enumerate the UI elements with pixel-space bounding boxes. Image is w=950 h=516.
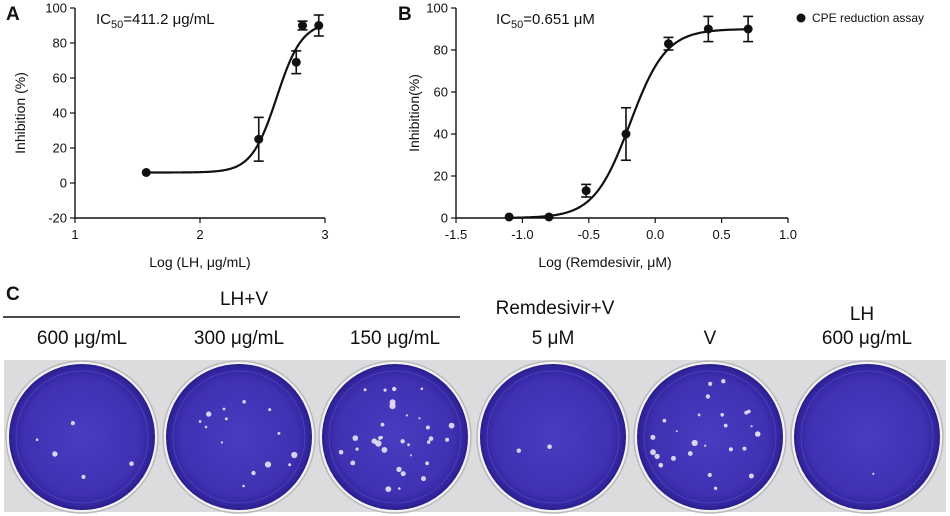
- panel-letter-b: B: [398, 4, 412, 25]
- chart-b-ylabel: Inhibition(%): [406, 74, 422, 152]
- plate-photo: [4, 360, 946, 514]
- chart-b-y-tick-label: 40: [434, 127, 448, 142]
- chart-b-ic50-label: IC50=0.651 μM: [496, 11, 595, 31]
- legend-label: CPE reduction assay: [812, 11, 924, 25]
- group-label-lh-v: LH+V: [220, 289, 268, 310]
- plate-labels: LH+V Remdesivir+V LH 600 μg/mL 300 μg/mL…: [3, 289, 912, 349]
- chart-a-x-tick-label: 3: [321, 227, 328, 242]
- chart-a-ic50-label: IC50=411.2 μg/mL: [96, 11, 215, 31]
- chart-a-y-tick-label: 40: [53, 106, 67, 121]
- chart-b-data-point: [504, 212, 514, 222]
- chart-a-y-tick-label: 80: [53, 36, 67, 51]
- chart-b-xlabel: Log (Remdesivir, μM): [538, 254, 671, 270]
- chart-a-y-tick-label: 0: [60, 176, 67, 191]
- plate-background: [4, 360, 946, 512]
- chart-b: 0 20 40 60 80 100 -1.5 -1.0 -0.5 0.0 0.5 1.0 IC50=0…: [406, 1, 924, 271]
- plate-well: [162, 360, 316, 514]
- chart-a-ylabel: Inhibition (%): [12, 72, 28, 154]
- plate-wells: [5, 360, 944, 514]
- chart-a-y-tick-label: 60: [53, 71, 67, 86]
- chart-b-x-tick-label: 0.5: [713, 227, 731, 242]
- well-label-1: 600 μg/mL: [37, 328, 127, 349]
- chart-a-fit-curve: [143, 25, 322, 174]
- chart-a-xlabel: Log (LH, μg/mL): [149, 254, 250, 270]
- chart-b-y-tick-label: 60: [434, 85, 448, 100]
- plate-well: [476, 360, 630, 514]
- chart-b-y-tick-label: 80: [434, 43, 448, 58]
- panel-letter-a: A: [6, 4, 20, 25]
- chart-a-data-point: [314, 21, 324, 30]
- chart-b-y-tick-label: 0: [441, 211, 448, 226]
- plate-well: [633, 360, 787, 514]
- group-label-lh: LH: [850, 304, 874, 325]
- chart-b-data-point: [743, 24, 753, 34]
- chart-a-y-tick-label: 100: [45, 1, 67, 16]
- well-label-5: V: [704, 328, 717, 349]
- well-label-3: 150 μg/mL: [350, 328, 440, 349]
- chart-a-data-point: [141, 168, 151, 177]
- chart-a-data-point: [291, 57, 301, 67]
- chart-a-y-tick-label: -20: [48, 211, 67, 226]
- chart-a: -20 0 20 40 60 80 100 1 2 3 IC50=411.2 μg/mL Log …: [12, 1, 329, 271]
- chart-b-fit-curve: [506, 28, 751, 219]
- plate-well: [790, 360, 944, 514]
- panel-letter-c: C: [6, 284, 20, 305]
- chart-b-x-tick-label: -0.5: [578, 227, 600, 242]
- legend-marker: [796, 13, 806, 23]
- well-label-4: 5 μM: [532, 328, 575, 349]
- chart-b-data-point: [544, 212, 554, 222]
- well-label-6: 600 μg/mL: [822, 328, 912, 349]
- group-label-remdesivir-v: Remdesivir+V: [496, 298, 615, 319]
- chart-b-data-point: [621, 129, 631, 139]
- chart-b-x-tick-label: -1.5: [445, 227, 467, 242]
- plate-well: [5, 360, 159, 514]
- chart-a-x-tick-label: 2: [196, 227, 203, 242]
- chart-b-x-tick-label: -1.0: [511, 227, 533, 242]
- chart-a-data-point: [298, 21, 307, 30]
- chart-b-y-tick-label: 100: [426, 1, 448, 16]
- well-label-2: 300 μg/mL: [194, 328, 284, 349]
- chart-b-data-point: [581, 186, 591, 196]
- chart-a-y-tick-label: 20: [53, 141, 67, 156]
- chart-b-data-point: [703, 24, 713, 34]
- chart-b-y-tick-label: 20: [434, 169, 448, 184]
- chart-b-marks: 0 20 40 60 80 100 -1.5 -1.0 -0.5 0.0 0.5 1.0: [426, 1, 797, 243]
- chart-a-x-tick-label: 1: [71, 227, 78, 242]
- chart-b-data-point: [663, 39, 673, 49]
- chart-a-marks: -20 0 20 40 60 80 100 1 2 3: [45, 1, 328, 243]
- chart-b-x-tick-label: 0.0: [646, 227, 664, 242]
- plate-well: [318, 360, 472, 514]
- chart-b-x-tick-label: 1.0: [779, 227, 797, 242]
- chart-a-data-point: [254, 134, 264, 144]
